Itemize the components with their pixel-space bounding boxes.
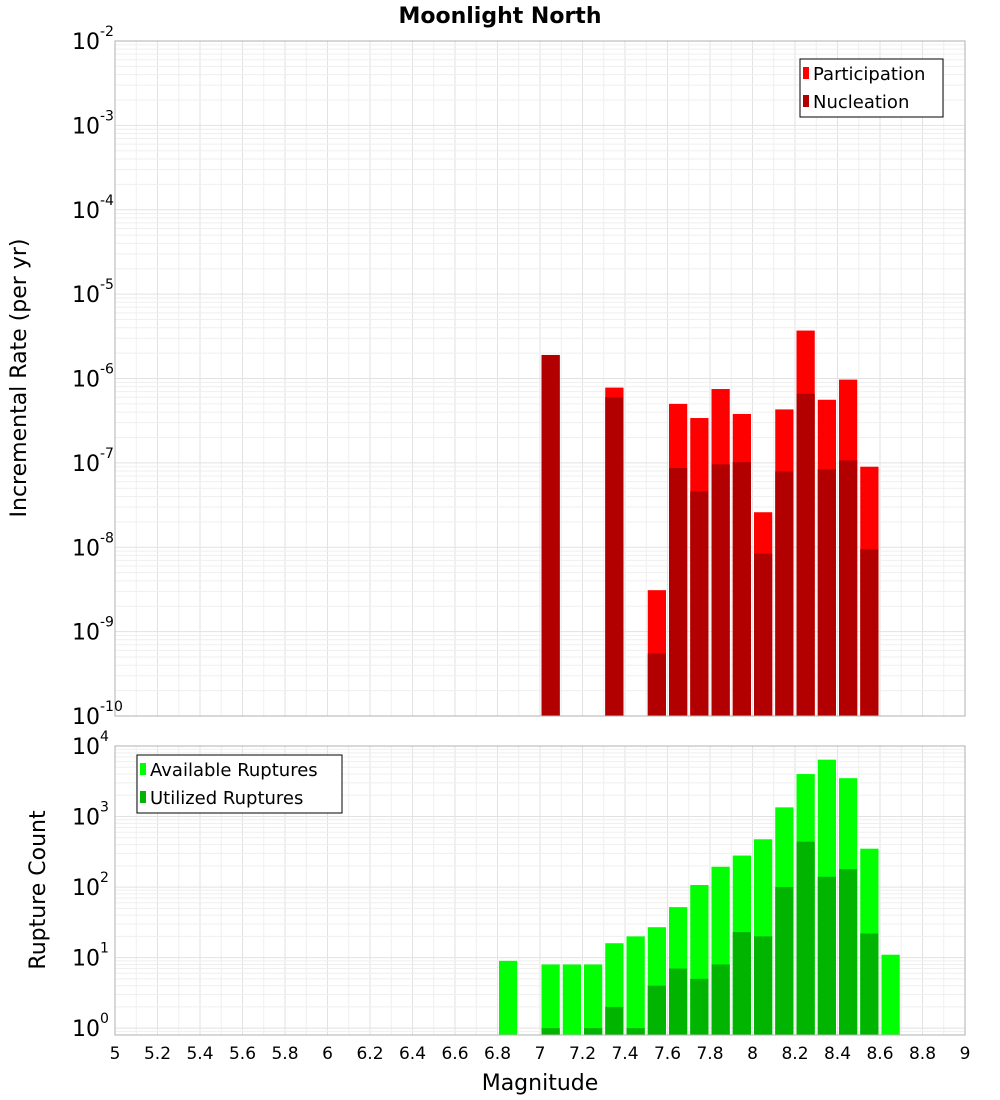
bar-utilized-ruptures-8.05: [754, 936, 773, 1035]
legend-swatch-utilized: [140, 791, 146, 803]
legend-label-nucleation: Nucleation: [813, 92, 909, 113]
count-panel: 100 101 102 103 104 5 5.2 5.4 5.6 5.8 6 6.2 6.4 6.6 6…: [26, 729, 970, 1096]
count-panel-frame: [114, 745, 966, 1036]
bar-utilized-ruptures-7.05: [541, 1028, 560, 1035]
rate-panel-legend: Participation Nucleation: [799, 58, 944, 118]
y-tick-label: 10-6: [72, 362, 114, 393]
x-tick-label: 8.6: [866, 1044, 893, 1064]
y-tick-label: 10-9: [72, 615, 114, 646]
bar-available-ruptures-6.85: [499, 960, 518, 1035]
y-tick-label: 102: [72, 870, 109, 901]
bar-utilized-ruptures-8.25: [796, 841, 815, 1035]
x-tick-label: 6.6: [441, 1044, 468, 1064]
bar-nucleation-7.65: [669, 467, 688, 716]
bar-utilized-ruptures-7.55: [647, 985, 666, 1035]
bar-nucleation-7.95: [732, 462, 751, 716]
bar-available-ruptures-8.65: [881, 954, 900, 1035]
rate-panel-grid: [114, 40, 966, 717]
legend-label-participation: Participation: [813, 64, 925, 85]
x-tick-label: 5.6: [229, 1044, 256, 1064]
y-tick-label: 10-4: [72, 193, 114, 224]
bar-utilized-ruptures-7.35: [605, 1006, 624, 1035]
bar-utilized-ruptures-8.55: [860, 933, 879, 1035]
x-tick-label: 8: [747, 1044, 758, 1064]
x-tick-label: 7.4: [611, 1044, 638, 1064]
x-tick-label: 5.2: [144, 1044, 171, 1064]
y-tick-label: 10-10: [72, 699, 123, 730]
bar-utilized-ruptures-7.85: [711, 964, 730, 1035]
y-tick-label: 104: [72, 729, 109, 760]
x-tick-label: 6.8: [484, 1044, 511, 1064]
bar-utilized-ruptures-7.95: [732, 932, 751, 1035]
bar-nucleation-8.15: [775, 471, 794, 716]
bar-nucleation-7.55: [647, 653, 666, 716]
bar-nucleation-7.85: [711, 464, 730, 716]
x-tick-label: 8.2: [781, 1044, 808, 1064]
x-tick-label: 6.4: [399, 1044, 426, 1064]
legend-label-available: Available Ruptures: [150, 760, 318, 781]
x-axis-label: Magnitude: [482, 1071, 599, 1096]
x-tick-label: 5.4: [186, 1044, 213, 1064]
bar-nucleation-8.35: [817, 469, 836, 716]
bar-utilized-ruptures-7.65: [669, 968, 688, 1035]
x-tick-label: 6.2: [356, 1044, 383, 1064]
rate-panel: 10-10 10-9 10-8 10-7 10-6 10-5 10-4 10-3 10-2 In…: [7, 24, 966, 730]
x-tick-label: 7.6: [654, 1044, 681, 1064]
bar-available-ruptures-7.25: [584, 964, 603, 1035]
bar-utilized-ruptures-7.25: [584, 1028, 603, 1035]
x-tick-label: 5.8: [271, 1044, 298, 1064]
bar-utilized-ruptures-8.35: [817, 876, 836, 1035]
count-panel-x-ticks: 5 5.2 5.4 5.6 5.8 6 6.2 6.4 6.6 6.8 7 7.2 7.4 7.6 7.8 8…: [110, 1044, 971, 1064]
y-tick-label: 10-2: [72, 24, 114, 55]
legend-label-utilized: Utilized Ruptures: [150, 788, 303, 809]
bar-nucleation-7.35: [605, 397, 624, 716]
y-tick-label: 101: [72, 941, 109, 972]
y-tick-label: 10-7: [72, 446, 114, 477]
x-tick-label: 7: [535, 1044, 546, 1064]
rate-panel-frame: [114, 40, 966, 717]
x-tick-label: 8.8: [909, 1044, 936, 1064]
x-tick-label: 9: [960, 1044, 971, 1064]
chart-title: Moonlight North: [398, 4, 601, 29]
rate-panel-y-axis-label: Incremental Rate (per yr): [7, 239, 32, 518]
legend-box: [136, 754, 343, 814]
legend-swatch-participation: [803, 67, 809, 79]
bar-available-ruptures-7.05: [541, 964, 560, 1035]
legend-box: [799, 58, 944, 118]
count-panel-y-ticks: 100 101 102 103 104: [72, 729, 109, 1042]
bar-nucleation-7.05: [541, 354, 560, 716]
count-panel-y-axis-label: Rupture Count: [26, 810, 51, 970]
bar-available-ruptures-7.15: [562, 964, 581, 1035]
x-tick-label: 6: [322, 1044, 333, 1064]
y-tick-label: 10-3: [72, 108, 114, 139]
rate-panel-bars: [541, 330, 879, 716]
x-tick-label: 8.4: [824, 1044, 851, 1064]
count-panel-bars: [499, 759, 900, 1035]
bar-utilized-ruptures-8.15: [775, 887, 794, 1035]
bar-nucleation-8.55: [860, 549, 879, 716]
bar-nucleation-8.25: [796, 393, 815, 716]
bar-utilized-ruptures-7.45: [626, 1028, 645, 1035]
y-tick-label: 103: [72, 800, 109, 831]
bar-nucleation-8.45: [839, 460, 858, 716]
bar-utilized-ruptures-8.45: [839, 869, 858, 1035]
bar-utilized-ruptures-7.75: [690, 978, 709, 1035]
x-tick-label: 5: [110, 1044, 121, 1064]
count-panel-legend: Available Ruptures Utilized Ruptures: [136, 754, 343, 814]
x-tick-label: 7.8: [696, 1044, 723, 1064]
bar-available-ruptures-7.45: [626, 936, 645, 1035]
legend-swatch-nucleation: [803, 95, 809, 107]
y-tick-label: 10-8: [72, 530, 114, 561]
legend-swatch-available: [140, 763, 146, 775]
bar-nucleation-8.05: [754, 553, 773, 716]
bar-nucleation-7.75: [690, 491, 709, 716]
y-tick-label: 100: [72, 1011, 109, 1042]
y-tick-label: 10-5: [72, 277, 114, 308]
x-tick-label: 7.2: [569, 1044, 596, 1064]
